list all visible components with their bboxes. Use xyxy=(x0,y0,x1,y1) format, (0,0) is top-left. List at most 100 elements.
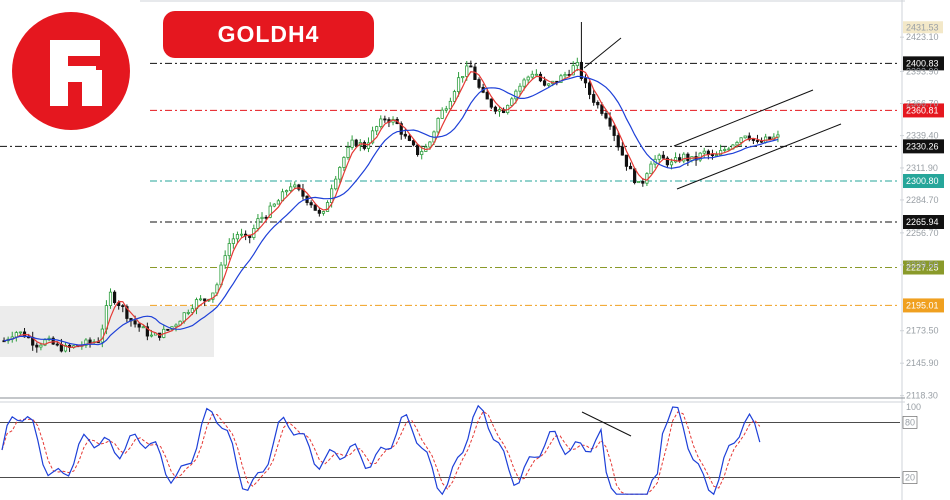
candle-body xyxy=(190,308,195,313)
candle-body xyxy=(121,305,125,308)
candle-body xyxy=(489,98,493,108)
candle-body xyxy=(743,135,747,139)
candle-body xyxy=(571,65,575,76)
candle-body xyxy=(420,151,424,155)
y-tick-label: 2339.40 xyxy=(906,131,939,141)
level-price-label: 2265.94 xyxy=(906,217,939,227)
candle-body xyxy=(669,161,674,166)
candle-body xyxy=(403,133,407,137)
candle-body xyxy=(465,65,469,77)
y-tick-label: 2229.50 xyxy=(906,260,939,270)
symbol-badge: GOLD H4 xyxy=(163,11,374,58)
candle-body xyxy=(362,142,366,149)
candle-body xyxy=(739,137,743,143)
badge-timeframe: H4 xyxy=(288,21,320,47)
candle-body xyxy=(461,76,465,79)
candle-body xyxy=(84,339,88,346)
candle-body xyxy=(608,117,612,127)
candle-body xyxy=(751,138,755,141)
candle-body xyxy=(293,184,297,188)
candle-body xyxy=(227,243,231,257)
candle-body xyxy=(321,211,326,214)
candle-body xyxy=(723,149,727,151)
candle-body xyxy=(616,135,620,148)
candle-body xyxy=(309,202,313,206)
candle-body xyxy=(133,320,137,325)
candle-body xyxy=(596,101,600,106)
candle-body xyxy=(63,344,68,352)
stochastic-k-line xyxy=(1,404,761,496)
candle-body xyxy=(592,94,596,103)
y-tick-label: 2173.50 xyxy=(906,326,939,336)
candle-body xyxy=(620,146,624,156)
stochastic-d-line xyxy=(1,410,761,495)
top-price-box xyxy=(903,21,943,34)
candle-body xyxy=(768,136,772,140)
candle-body xyxy=(411,140,416,146)
candle-body xyxy=(375,126,379,132)
candle-body xyxy=(149,334,154,337)
candle-body xyxy=(661,154,665,159)
candle-body xyxy=(735,141,739,146)
candle-body xyxy=(637,180,641,184)
candle-body xyxy=(518,85,522,92)
candle-body xyxy=(383,118,387,121)
candle-body xyxy=(665,157,669,166)
slow-moving-average xyxy=(3,75,779,346)
level-price-label: 2330.26 xyxy=(906,141,939,151)
candle-body xyxy=(350,139,354,148)
level-price-box xyxy=(903,56,944,71)
candle-body xyxy=(755,140,760,142)
channel-upper-line xyxy=(673,89,814,147)
candle-body xyxy=(55,343,59,346)
oscillator-level-label: 20 xyxy=(905,473,915,483)
y-tick-label: 2284.70 xyxy=(906,195,939,205)
oscillator-level-box xyxy=(902,471,918,484)
candle-body xyxy=(338,167,342,180)
candle-body xyxy=(313,204,317,211)
level-price-box xyxy=(903,139,944,154)
level-price-box xyxy=(903,260,944,275)
candle-body xyxy=(469,65,473,68)
oscillator-level-box xyxy=(902,416,918,429)
candle-body xyxy=(673,157,678,163)
candle-body xyxy=(370,130,375,144)
candle-body xyxy=(289,186,293,191)
candle-body xyxy=(354,139,358,146)
candle-body xyxy=(137,323,141,328)
candle-body xyxy=(272,203,276,207)
candle-body xyxy=(510,98,514,106)
candle-body xyxy=(113,291,117,304)
candle-body xyxy=(166,328,170,331)
candle-body xyxy=(416,144,420,155)
candle-body xyxy=(174,324,178,328)
candle-body xyxy=(35,344,39,348)
level-price-box xyxy=(903,298,944,313)
y-tick-label: 2393.90 xyxy=(906,67,939,77)
candle-body xyxy=(456,77,461,92)
candle-body xyxy=(612,125,616,136)
candle-body xyxy=(39,344,43,348)
candle-body xyxy=(18,331,23,334)
y-tick-label: 2256.70 xyxy=(906,228,939,238)
candle-body xyxy=(600,104,604,114)
candle-body xyxy=(334,178,338,190)
channel-lower-line xyxy=(676,123,842,190)
level-price-label: 2360.81 xyxy=(906,105,939,115)
candle-body xyxy=(264,216,268,219)
candle-body xyxy=(440,109,444,119)
candle-body xyxy=(452,91,457,102)
candle-body xyxy=(51,337,55,345)
candle-body xyxy=(686,153,690,161)
candle-body xyxy=(88,339,92,344)
candle-body xyxy=(649,163,653,175)
candle-body xyxy=(325,202,330,212)
candle-body xyxy=(317,209,321,214)
candle-body xyxy=(141,326,145,329)
candle-body xyxy=(702,150,706,154)
level-price-label: 2300.80 xyxy=(906,176,939,186)
oscillator-level-label: 80 xyxy=(905,417,915,427)
candle-body xyxy=(108,291,113,306)
candle-body xyxy=(604,113,608,119)
candle-body xyxy=(145,326,149,337)
